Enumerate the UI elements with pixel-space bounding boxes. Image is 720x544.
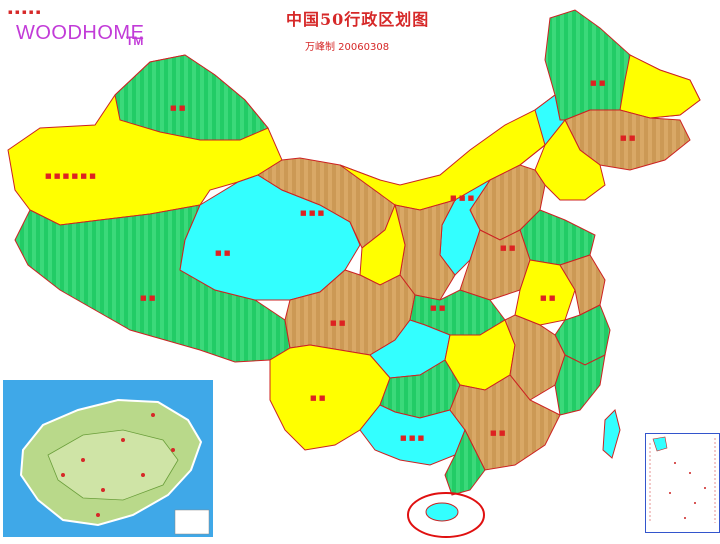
trademark-label: TM	[126, 34, 144, 48]
region-fujian[interactable]	[554, 354, 606, 416]
map-byline: 万峰制 20060308	[305, 42, 390, 53]
svg-text:■ ■: ■ ■	[170, 104, 185, 112]
svg-text:■ ■: ■ ■	[540, 294, 555, 302]
svg-text:■ ■: ■ ■	[500, 244, 515, 252]
svg-text:■ ■: ■ ■	[490, 429, 505, 437]
map-title: 中国50行政区划图	[286, 10, 430, 29]
svg-text:■ ■: ■ ■	[310, 394, 325, 402]
region-guangdong-west[interactable]	[444, 428, 486, 496]
svg-text:■ ■ ■: ■ ■ ■	[450, 194, 474, 202]
region-hainan[interactable]	[425, 502, 459, 522]
svg-text:■ ■ ■ ■ ■ ■: ■ ■ ■ ■ ■ ■	[45, 172, 96, 180]
region-labels: ■ ■ ■ ■ ■ ■ ■ ■ ■ ■ ■ ■ ■ ■ ■ ■ ■ ■ ■ ■ …	[45, 79, 635, 442]
region-xinjiang-north[interactable]	[114, 54, 269, 141]
region-heilongjiang-mid[interactable]	[519, 94, 567, 166]
hainan-legend	[174, 509, 210, 535]
hainan-inset	[3, 380, 213, 537]
region-heilongjiang-east[interactable]	[619, 54, 701, 119]
hainan-highlight-circle	[407, 492, 485, 538]
svg-text:■ ■ ■: ■ ■ ■	[400, 434, 424, 442]
svg-text:■ ■: ■ ■	[590, 79, 605, 87]
svg-text:■ ■: ■ ■	[215, 249, 230, 257]
svg-text:■ ■: ■ ■	[140, 294, 155, 302]
woodhome-logo: WOODHOME	[16, 22, 145, 44]
svg-text:■ ■: ■ ■	[430, 304, 445, 312]
corner-mark: ▪ ▪ ▪ ▪ ▪	[8, 8, 41, 16]
south-china-sea-inset	[645, 433, 720, 533]
svg-text:■ ■: ■ ■	[330, 319, 345, 327]
svg-text:■ ■ ■: ■ ■ ■	[300, 209, 324, 217]
svg-text:■ ■: ■ ■	[620, 134, 635, 142]
region-taiwan[interactable]	[602, 409, 621, 459]
